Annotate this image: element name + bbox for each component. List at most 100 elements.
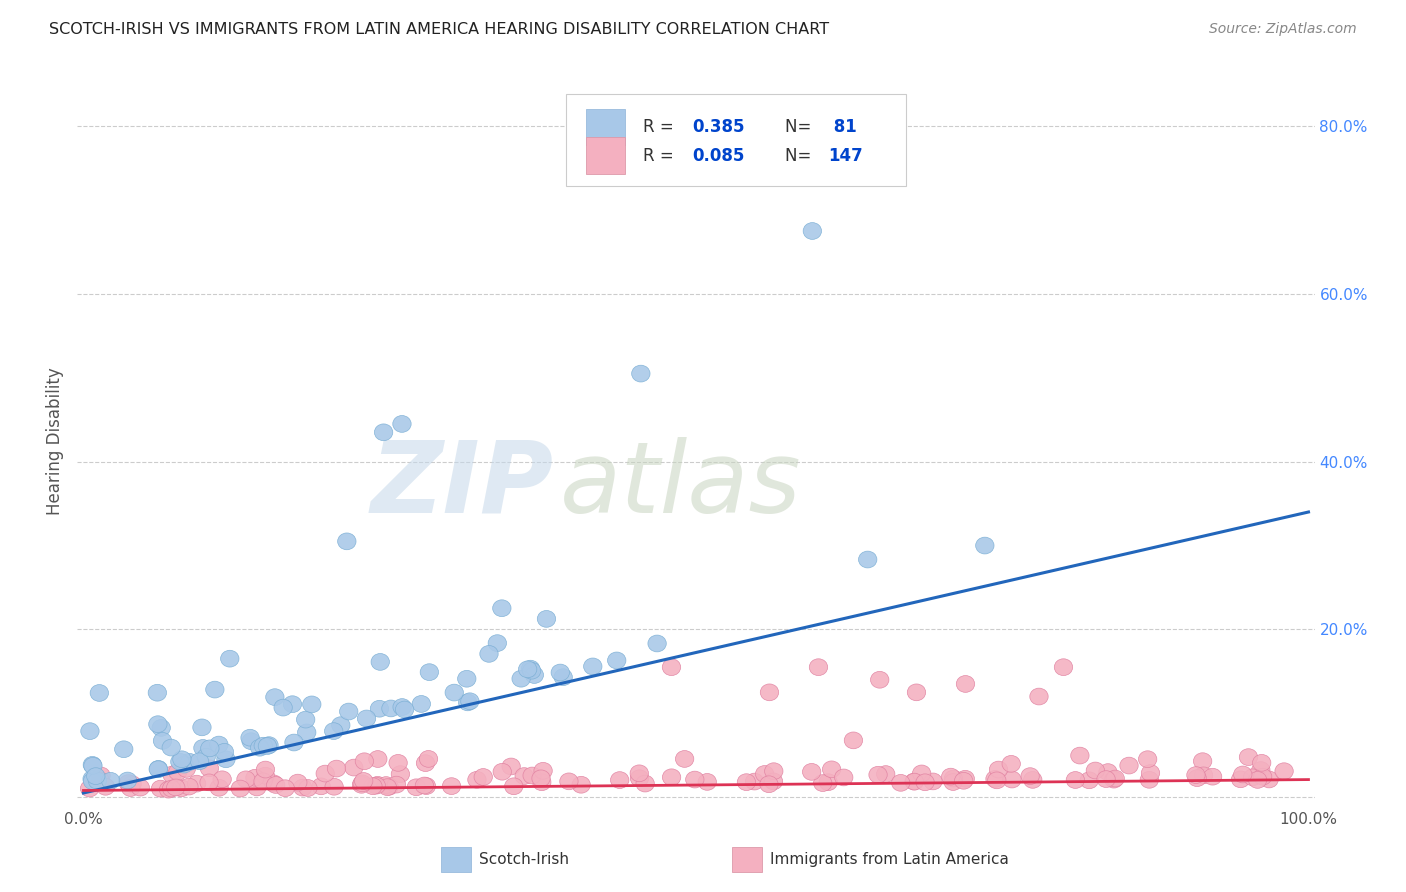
FancyBboxPatch shape xyxy=(733,847,762,872)
Ellipse shape xyxy=(1275,763,1294,780)
Ellipse shape xyxy=(803,223,821,239)
Ellipse shape xyxy=(254,738,273,754)
Ellipse shape xyxy=(149,715,167,732)
Ellipse shape xyxy=(915,774,934,790)
Ellipse shape xyxy=(246,770,264,786)
Ellipse shape xyxy=(955,772,973,789)
Ellipse shape xyxy=(187,775,205,792)
Ellipse shape xyxy=(443,778,461,795)
Ellipse shape xyxy=(551,665,569,681)
Ellipse shape xyxy=(607,652,626,669)
Ellipse shape xyxy=(337,533,356,549)
Ellipse shape xyxy=(823,761,841,778)
Ellipse shape xyxy=(515,768,533,784)
Ellipse shape xyxy=(1140,772,1159,789)
Ellipse shape xyxy=(221,650,239,667)
Ellipse shape xyxy=(201,740,219,756)
Ellipse shape xyxy=(524,666,544,683)
Ellipse shape xyxy=(332,717,350,733)
Ellipse shape xyxy=(458,694,477,711)
Ellipse shape xyxy=(905,773,924,790)
Text: Immigrants from Latin America: Immigrants from Latin America xyxy=(770,853,1010,867)
Ellipse shape xyxy=(765,773,783,789)
Ellipse shape xyxy=(197,748,215,765)
Ellipse shape xyxy=(205,681,224,698)
Ellipse shape xyxy=(260,737,278,754)
Ellipse shape xyxy=(392,416,411,433)
Ellipse shape xyxy=(492,599,510,616)
Text: 0.085: 0.085 xyxy=(692,146,745,164)
Ellipse shape xyxy=(83,772,101,789)
Ellipse shape xyxy=(907,684,925,701)
Ellipse shape xyxy=(1249,772,1267,789)
Ellipse shape xyxy=(148,684,166,701)
Ellipse shape xyxy=(870,672,889,688)
Ellipse shape xyxy=(264,775,283,792)
Ellipse shape xyxy=(209,736,228,753)
Ellipse shape xyxy=(170,754,188,770)
Ellipse shape xyxy=(636,775,654,792)
Ellipse shape xyxy=(247,779,266,796)
Ellipse shape xyxy=(298,724,316,740)
Ellipse shape xyxy=(80,780,98,797)
Ellipse shape xyxy=(554,669,572,686)
Ellipse shape xyxy=(488,635,506,651)
Ellipse shape xyxy=(392,698,412,715)
Ellipse shape xyxy=(377,777,395,794)
Ellipse shape xyxy=(162,739,180,756)
Ellipse shape xyxy=(1054,659,1073,675)
Ellipse shape xyxy=(294,780,312,796)
Ellipse shape xyxy=(267,777,285,793)
Ellipse shape xyxy=(159,781,177,798)
Ellipse shape xyxy=(169,764,187,780)
Ellipse shape xyxy=(759,776,778,793)
Ellipse shape xyxy=(737,773,755,790)
Ellipse shape xyxy=(250,739,269,756)
Ellipse shape xyxy=(905,773,924,790)
Text: Scotch-Irish: Scotch-Irish xyxy=(479,853,569,867)
Ellipse shape xyxy=(522,660,540,677)
Ellipse shape xyxy=(114,741,134,757)
Ellipse shape xyxy=(118,772,136,789)
Ellipse shape xyxy=(1194,753,1212,770)
Ellipse shape xyxy=(1024,772,1042,789)
Ellipse shape xyxy=(583,658,602,675)
Ellipse shape xyxy=(256,767,274,784)
Ellipse shape xyxy=(180,754,198,771)
Ellipse shape xyxy=(120,775,138,791)
FancyBboxPatch shape xyxy=(586,137,626,174)
Ellipse shape xyxy=(1142,764,1160,781)
Ellipse shape xyxy=(364,778,382,795)
Ellipse shape xyxy=(367,777,385,794)
Ellipse shape xyxy=(368,751,387,767)
Ellipse shape xyxy=(418,778,436,795)
Ellipse shape xyxy=(534,763,553,780)
Ellipse shape xyxy=(419,750,437,767)
Ellipse shape xyxy=(820,773,838,790)
Ellipse shape xyxy=(1002,756,1021,772)
Ellipse shape xyxy=(259,738,277,755)
Ellipse shape xyxy=(209,780,228,797)
Ellipse shape xyxy=(97,779,115,795)
Ellipse shape xyxy=(662,769,681,786)
Ellipse shape xyxy=(316,765,335,782)
Ellipse shape xyxy=(1087,762,1105,779)
Ellipse shape xyxy=(173,751,191,768)
Ellipse shape xyxy=(755,765,773,782)
Ellipse shape xyxy=(835,769,853,786)
Ellipse shape xyxy=(212,771,232,788)
Ellipse shape xyxy=(152,780,170,797)
Ellipse shape xyxy=(630,770,648,787)
Ellipse shape xyxy=(312,778,330,795)
Ellipse shape xyxy=(101,772,120,789)
Ellipse shape xyxy=(1071,747,1090,764)
Ellipse shape xyxy=(1029,688,1047,705)
Ellipse shape xyxy=(83,771,101,788)
Ellipse shape xyxy=(131,780,149,796)
Text: atlas: atlas xyxy=(560,437,801,534)
Ellipse shape xyxy=(1260,771,1278,788)
Ellipse shape xyxy=(90,684,108,701)
Ellipse shape xyxy=(416,755,434,772)
Ellipse shape xyxy=(1239,748,1258,765)
Ellipse shape xyxy=(869,766,887,783)
